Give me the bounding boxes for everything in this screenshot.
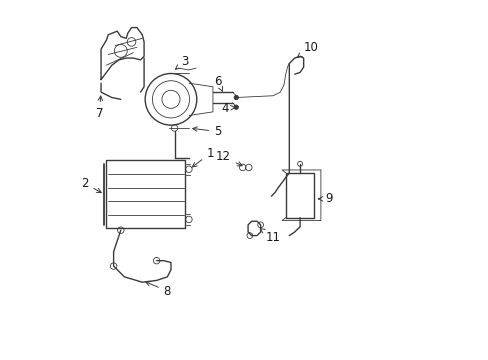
Text: 11: 11	[260, 229, 281, 244]
Text: 12: 12	[215, 150, 242, 166]
Text: 3: 3	[175, 55, 189, 69]
Text: 5: 5	[192, 125, 221, 138]
Text: 6: 6	[214, 75, 222, 91]
Text: 10: 10	[297, 41, 318, 58]
Circle shape	[234, 105, 238, 109]
Text: 1: 1	[192, 147, 214, 167]
Text: 9: 9	[325, 192, 332, 205]
Text: 8: 8	[145, 282, 171, 298]
Circle shape	[234, 95, 238, 100]
Text: 7: 7	[95, 96, 103, 120]
Text: 2: 2	[81, 177, 101, 193]
Text: 4: 4	[221, 102, 235, 115]
